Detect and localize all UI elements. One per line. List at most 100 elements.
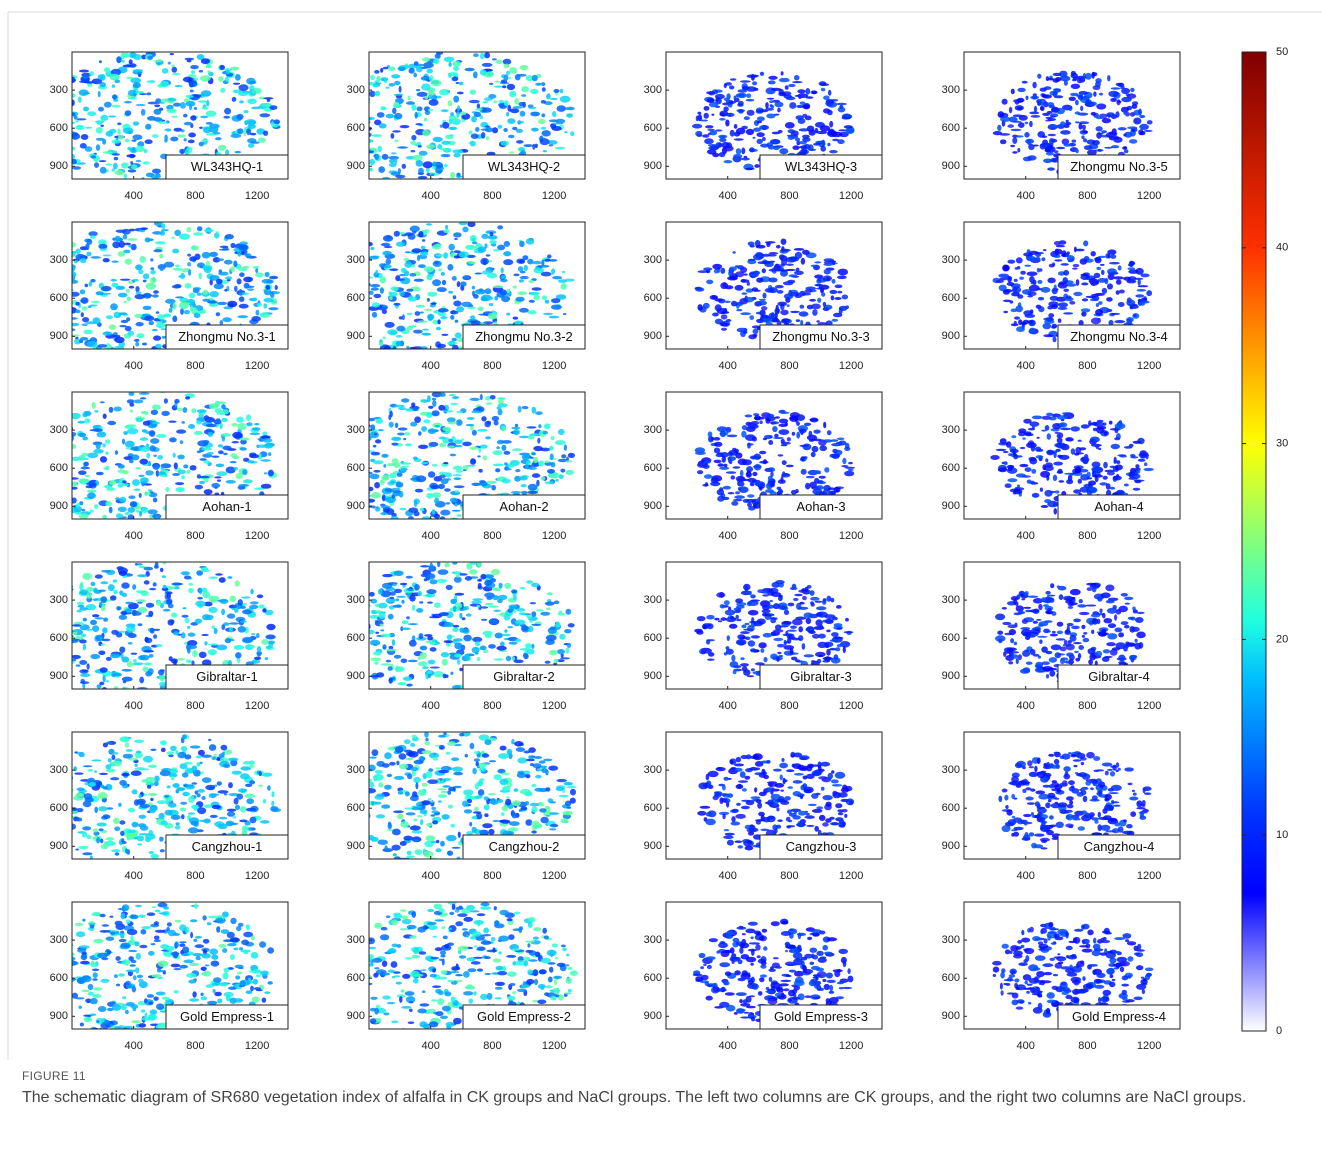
plant-pixel (451, 522, 459, 525)
plant-pixel (110, 654, 121, 659)
plant-pixel (724, 83, 727, 88)
plant-pixel (454, 485, 465, 488)
plant-pixel (490, 395, 496, 400)
x-tick-label: 1200 (839, 360, 863, 372)
plant-pixel (564, 131, 567, 133)
plant-pixel (191, 245, 199, 250)
plant-pixel (416, 608, 423, 613)
plant-pixel (126, 317, 130, 321)
plant-pixel (485, 574, 494, 578)
plant-pixel (208, 607, 217, 613)
plant-pixel (388, 156, 399, 160)
plant-pixel (832, 454, 840, 459)
plant-pixel (530, 602, 536, 604)
plant-pixel (38, 117, 48, 120)
plant-pixel (555, 119, 565, 124)
plant-pixel (188, 424, 195, 429)
plant-pixel (1030, 309, 1033, 313)
plant-pixel (823, 439, 833, 442)
plant-pixel (275, 285, 278, 290)
plant-pixel (184, 310, 190, 314)
plant-pixel (206, 615, 214, 620)
plant-pixel (763, 293, 767, 299)
plant-pixel (105, 439, 110, 443)
plant-pixel (488, 313, 498, 320)
plant-pixel (738, 93, 746, 98)
plant-pixel (178, 691, 186, 697)
plant-pixel (132, 584, 136, 590)
plant-pixel (842, 295, 848, 300)
plant-pixel (103, 443, 106, 447)
plant-pixel (94, 410, 98, 412)
plant-pixel (470, 141, 476, 147)
plant-pixel (256, 310, 260, 316)
plant-pixel (487, 273, 497, 279)
plant-pixel (771, 88, 781, 91)
plant-pixel (117, 522, 126, 524)
plant-pixel (60, 607, 63, 612)
plant-pixel (705, 125, 713, 128)
plant-pixel (189, 256, 197, 261)
plant-pixel (1107, 268, 1117, 274)
plant-pixel (163, 609, 171, 612)
plant-pixel (780, 263, 785, 266)
plant-pixel (50, 451, 60, 457)
plant-pixel (743, 499, 750, 503)
plant-pixel (501, 267, 504, 273)
plant-pixel (1027, 295, 1033, 297)
plant-pixel (520, 65, 529, 70)
plant-pixel (512, 448, 523, 451)
plant-pixel (113, 335, 120, 338)
plant-pixel (417, 320, 427, 322)
plant-pixel (532, 261, 541, 265)
plant-pixel (97, 344, 107, 348)
plant-pixel (381, 454, 388, 458)
plant-pixel (1042, 94, 1052, 98)
plant-pixel (481, 416, 486, 421)
plant-pixel (532, 452, 536, 455)
plant-pixel (524, 265, 528, 271)
plant-pixel (1009, 107, 1012, 113)
plant-pixel (1114, 320, 1125, 323)
plant-pixel (779, 269, 790, 271)
plant-pixel (353, 271, 359, 276)
plant-pixel (1090, 437, 1100, 443)
plant-pixel (770, 483, 775, 487)
plant-pixel (481, 132, 485, 139)
plant-pixel (367, 242, 373, 246)
plant-pixel (542, 87, 546, 92)
plant-pixel (119, 615, 128, 620)
plant-pixel (702, 134, 709, 137)
plant-pixel (148, 461, 151, 466)
plant-pixel (1138, 285, 1149, 287)
plant-pixel (439, 443, 446, 447)
plant-pixel (418, 431, 422, 436)
plant-pixel (172, 67, 178, 73)
plant-pixel (770, 104, 773, 107)
plant-pixel (424, 266, 434, 272)
plant-pixel (778, 454, 784, 456)
panel: 4008001200300600900Aohan-4 (942, 392, 1180, 542)
plant-pixel (379, 342, 383, 347)
plant-pixel (824, 467, 829, 473)
plant-pixel (1057, 455, 1062, 458)
plant-pixel (719, 467, 729, 470)
plant-pixel (396, 482, 404, 488)
plant-pixel (475, 127, 479, 132)
plant-pixel (1086, 472, 1090, 478)
plant-pixel (47, 480, 50, 483)
plant-pixel (1003, 300, 1011, 303)
plant-pixel (529, 280, 535, 283)
plant-pixel (185, 396, 190, 399)
plant-pixel (164, 314, 171, 318)
y-tick-label: 900 (644, 160, 662, 172)
plant-pixel (530, 457, 534, 459)
plant-pixel (830, 290, 838, 294)
plant-pixel (61, 282, 67, 285)
plant-pixel (248, 143, 254, 148)
plant-pixel (757, 139, 763, 144)
plant-pixel (398, 407, 406, 410)
plant-pixel (1099, 93, 1103, 96)
plant-pixel (345, 320, 353, 324)
x-tick-label: 1200 (1137, 530, 1161, 542)
